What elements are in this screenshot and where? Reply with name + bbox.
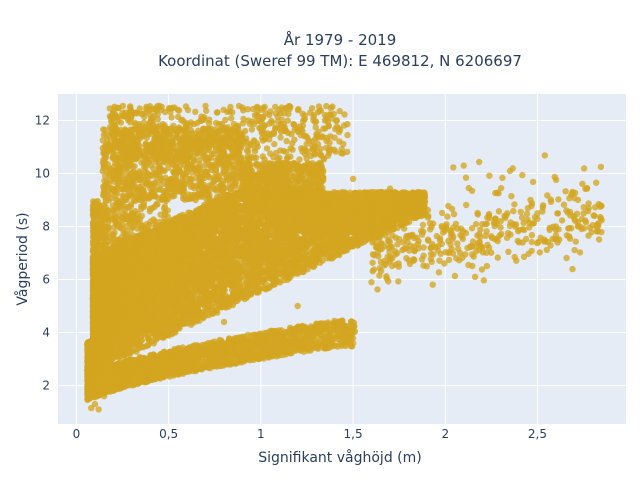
scatter-point xyxy=(495,208,503,215)
scatter-point xyxy=(376,272,383,279)
scatter-point xyxy=(271,140,278,148)
scatter-point xyxy=(336,107,343,115)
scatter-points xyxy=(84,102,605,413)
scatter-point xyxy=(582,185,589,193)
scatter-point xyxy=(463,201,470,209)
scatter-point xyxy=(136,105,143,112)
scatter-point xyxy=(451,272,459,280)
scatter-point xyxy=(462,174,470,181)
scatter-point xyxy=(344,131,351,139)
scatter-point xyxy=(520,253,528,260)
scatter-point xyxy=(395,278,402,285)
scatter-point xyxy=(308,105,316,112)
scatter-point xyxy=(488,249,495,256)
scatter-point xyxy=(476,158,483,166)
scatter-point xyxy=(593,179,600,186)
scatter-point xyxy=(468,225,476,232)
scatter-point xyxy=(263,145,271,152)
scatter-point xyxy=(341,111,348,118)
scatter-point xyxy=(212,119,220,127)
scatter-point xyxy=(569,265,576,273)
scatter-point xyxy=(595,236,603,243)
scatter-point xyxy=(471,273,479,280)
scatter-point xyxy=(472,220,480,228)
scatter-point xyxy=(483,262,491,270)
scatter-point xyxy=(336,138,343,145)
scatter-point xyxy=(547,198,555,205)
scatter-point xyxy=(478,266,486,273)
scatter-point xyxy=(590,212,597,219)
scatter-point xyxy=(396,236,403,243)
scatter-point xyxy=(580,165,588,172)
scatter-point xyxy=(248,126,256,133)
scatter-point xyxy=(510,207,517,215)
scatter-point xyxy=(528,231,536,239)
scatter-point xyxy=(572,238,579,245)
scatter-point xyxy=(534,239,541,247)
scatter-point xyxy=(522,235,530,243)
